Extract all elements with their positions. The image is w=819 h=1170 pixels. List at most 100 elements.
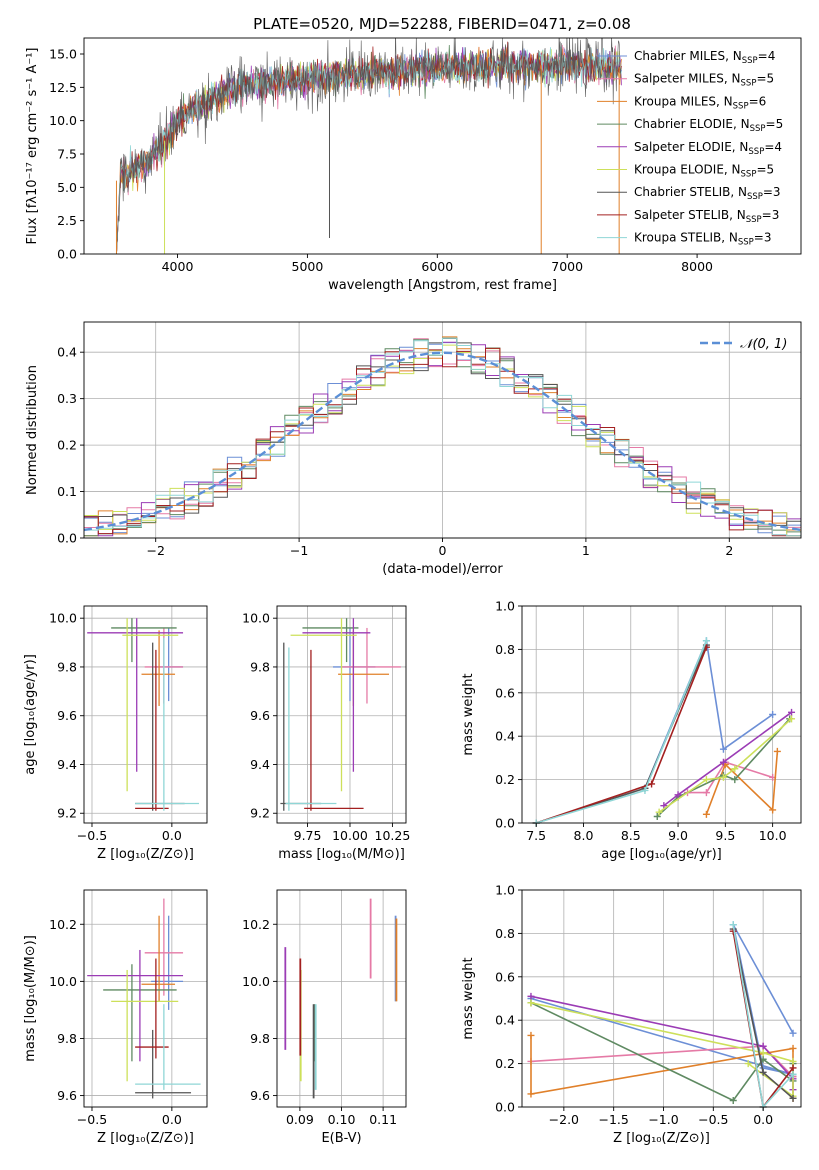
- x-tick-label: 1: [582, 543, 590, 558]
- x-tick-label: −1.5: [598, 1112, 628, 1127]
- plus-marker: [702, 789, 710, 797]
- legend-label: Chabrier ELODIE, NSSP=5: [634, 117, 783, 134]
- legend-subscript: SSP: [733, 101, 749, 111]
- plus-marker: [744, 1060, 752, 1068]
- plus-marker: [655, 808, 663, 816]
- y-tick-label: 9.8: [57, 659, 77, 674]
- errorbar-point: [135, 642, 185, 811]
- errorbar-point: [341, 627, 401, 704]
- x-tick-label: 2: [725, 543, 733, 558]
- x-tick-label: 9.5: [715, 828, 735, 843]
- errorbar-point: [122, 618, 179, 792]
- legend-tail: =4: [764, 140, 782, 154]
- errorbar-point: [135, 637, 200, 811]
- legend-subscript: SSP: [747, 192, 763, 202]
- x-axis-label: (data-model)/error: [382, 562, 503, 577]
- legend-subscript: SSP: [746, 215, 762, 225]
- y-tick-label: 9.6: [250, 708, 270, 723]
- y-tick-label: 9.4: [57, 757, 77, 772]
- plus-marker: [702, 637, 710, 645]
- plus-marker: [788, 708, 796, 716]
- x-tick-label: 10.00: [332, 828, 368, 843]
- x-tick-label: 7.5: [526, 828, 546, 843]
- y-tick-label: 0.0: [495, 1100, 515, 1115]
- y-tick-label: 10.0: [242, 974, 270, 989]
- y-tick-label: 2.5: [57, 213, 77, 228]
- x-tick-label: 10.0: [759, 828, 787, 843]
- plus-marker: [789, 1094, 797, 1102]
- plus-marker: [527, 1031, 535, 1039]
- errorbar-point: [302, 618, 359, 663]
- plus-marker: [729, 1096, 737, 1104]
- x-tick-label: 0.11: [369, 1112, 397, 1127]
- errorbar-point: [111, 618, 177, 663]
- plus-marker: [729, 921, 737, 929]
- x-axis-label: mass [log₁₀(M/M⊙)]: [278, 847, 405, 862]
- y-tick-label: 10.0: [242, 611, 270, 626]
- plus-marker: [641, 786, 649, 794]
- legend-subscript: SSP: [750, 124, 766, 134]
- age_vs_Z-panel: −0.5 0.0 9.2 9.4 9.6 9.8 10.0 Z [log₁₀(Z/Z⊙)] ag…: [23, 605, 208, 862]
- legend-label: Chabrier MILES, NSSP=4: [634, 49, 775, 66]
- y-tick-label: 9.8: [250, 1031, 270, 1046]
- series-line: [687, 761, 773, 794]
- y-axis-label: age [log₁₀(age/yr)]: [23, 654, 38, 775]
- y-tick-label: 1.0: [495, 883, 515, 898]
- panels: 4000 5000 6000 7000 80000.02.55.07.510.012.5…: [23, 37, 802, 1146]
- x-axis-label: Z [log₁₀(Z/Z⊙)]: [97, 847, 194, 862]
- axes-frame: [83, 37, 802, 255]
- legend-label: Salpeter ELODIE, NSSP=4: [634, 140, 782, 157]
- y-tick-label: 10.0: [49, 974, 77, 989]
- spectrum-series-line: [116, 38, 622, 254]
- axes-frame: [83, 605, 208, 824]
- y-tick-label: 9.8: [250, 659, 270, 674]
- legend-tail: =3: [762, 208, 780, 222]
- mass_vs_Z-panel: −0.5 0.0 9.6 9.8 10.0 10.2 Z [log₁₀(Z/Z⊙)] mass…: [23, 889, 208, 1146]
- x-tick-label: 0.0: [162, 1112, 182, 1127]
- y-tick-label: 0.4: [57, 345, 77, 360]
- plus-marker: [789, 1057, 797, 1065]
- x-axis-label: E(B-V): [321, 1131, 361, 1146]
- plus-marker: [719, 758, 727, 766]
- x-tick-label: 9.0: [668, 828, 688, 843]
- legend-label: Chabrier STELIB, NSSP=3: [634, 185, 781, 202]
- y-tick-label: 9.2: [250, 806, 270, 821]
- y-tick-label: 10.2: [242, 917, 270, 932]
- errorbar-point: [302, 618, 371, 772]
- errorbar-point: [333, 627, 376, 702]
- legend-tail: =6: [749, 94, 767, 108]
- age_vs_mass-panel: 9.75 10.00 10.25 9.2 9.4 9.6 9.8 10.0 mass [log₁…: [242, 605, 411, 862]
- x-tick-label: −2: [146, 543, 164, 558]
- legend-tail: =5: [756, 163, 774, 177]
- series-line: [644, 637, 774, 789]
- x-tick-label: −0.5: [77, 1112, 107, 1127]
- x-tick-label: 0.10: [328, 1112, 356, 1127]
- plus-marker: [527, 999, 535, 1007]
- y-tick-label: 10.0: [49, 611, 77, 626]
- legend-subscript: SSP: [738, 238, 754, 248]
- y-tick-label: 0.2: [495, 1056, 515, 1071]
- y-tick-label: 0.1: [57, 484, 77, 499]
- spectrum-lines: [115, 38, 622, 254]
- legend-tail: =5: [756, 72, 774, 86]
- errorbar-point: [141, 630, 176, 706]
- x-tick-label: 7000: [551, 259, 583, 274]
- legend-tail: =5: [766, 117, 784, 131]
- y-tick-label: 5.0: [57, 180, 77, 195]
- plus-marker: [759, 1049, 767, 1057]
- y-tick-label: 0.2: [57, 438, 77, 453]
- legend-tail: =3: [754, 231, 772, 245]
- y-tick-label: 9.4: [250, 757, 270, 772]
- errorbar-point: [280, 642, 322, 811]
- x-tick-label: 10.25: [375, 828, 411, 843]
- plus-marker: [731, 776, 739, 784]
- legend-label: 𝒩(0, 1): [740, 337, 787, 352]
- plus-marker: [527, 1090, 535, 1098]
- y-tick-label: 0.0: [57, 247, 77, 262]
- legend-subscript: SSP: [741, 79, 757, 89]
- x-tick-label: 0.09: [286, 1112, 314, 1127]
- spectrum-panel: 4000 5000 6000 7000 8000 0.0 2.5 5.0 7.5 10.0 12.5…: [25, 37, 802, 293]
- errorbar-point: [141, 915, 176, 1002]
- legend-subscript: SSP: [741, 170, 757, 180]
- legend-subscript: SSP: [742, 56, 758, 66]
